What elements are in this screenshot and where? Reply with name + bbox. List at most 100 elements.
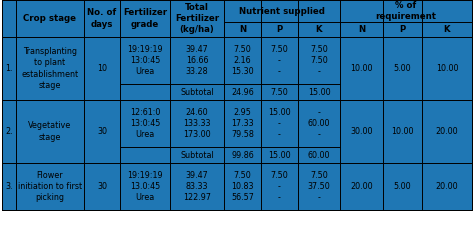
Text: N: N (358, 25, 365, 34)
Text: 24.96: 24.96 (231, 87, 254, 97)
Text: 1.: 1. (5, 64, 13, 73)
Text: Transplanting
to plant
establishment
stage: Transplanting to plant establishment sta… (21, 47, 79, 90)
Text: Fertilizer
grade: Fertilizer grade (123, 8, 167, 28)
Text: 19:19:19
13:0:45
Urea: 19:19:19 13:0:45 Urea (127, 45, 163, 76)
Bar (2, 100, 472, 163)
Bar (224, 37, 261, 100)
Text: No. of
days: No. of days (87, 8, 117, 28)
Text: 7.50
-
-: 7.50 - - (271, 45, 288, 76)
Bar (120, 100, 170, 163)
Bar (2, 163, 16, 210)
Text: 15.00
-
-: 15.00 - - (268, 108, 291, 139)
Bar (16, 100, 84, 163)
Bar (16, 37, 84, 100)
Bar (383, 0, 422, 37)
Bar (2, 37, 472, 100)
Bar (224, 100, 261, 163)
Bar (120, 0, 170, 37)
Text: K: K (316, 25, 322, 34)
Bar (298, 0, 340, 37)
Bar (170, 163, 224, 210)
Text: 20.00: 20.00 (350, 182, 373, 191)
Text: 20.00: 20.00 (436, 182, 458, 191)
Text: 10.00: 10.00 (391, 127, 414, 136)
Text: Total
Fertilizer
(kg/ha): Total Fertilizer (kg/ha) (175, 3, 219, 34)
Text: 30: 30 (97, 127, 107, 136)
Bar (16, 0, 84, 37)
Bar (84, 163, 120, 210)
Bar (84, 100, 120, 163)
Bar (422, 0, 472, 37)
Text: 30.00: 30.00 (350, 127, 373, 136)
Text: 7.50
37.50
-: 7.50 37.50 - (308, 171, 330, 202)
Text: Vegetative
stage: Vegetative stage (28, 121, 72, 141)
Text: 10.00: 10.00 (350, 64, 373, 73)
Text: Crop stage: Crop stage (24, 14, 76, 23)
Text: 12:61:0
13:0:45
Urea: 12:61:0 13:0:45 Urea (130, 108, 160, 139)
Bar (261, 163, 298, 210)
Text: Nutrient supplied: Nutrient supplied (239, 6, 325, 16)
Text: Subtotal: Subtotal (180, 87, 214, 97)
Text: 30: 30 (97, 182, 107, 191)
Text: 39.47
16.66
33.28: 39.47 16.66 33.28 (186, 45, 209, 76)
Bar (340, 37, 383, 100)
Bar (2, 0, 472, 37)
Bar (120, 37, 170, 100)
Text: K: K (444, 25, 450, 34)
Text: 2.: 2. (5, 127, 13, 136)
Bar (261, 100, 298, 163)
Text: 15.00: 15.00 (268, 151, 291, 159)
Text: 5.00: 5.00 (394, 64, 411, 73)
Bar (84, 37, 120, 100)
Bar (2, 100, 16, 163)
Text: 99.86: 99.86 (231, 151, 254, 159)
Text: 60.00: 60.00 (308, 151, 330, 159)
Text: 24.60
133.33
173.00: 24.60 133.33 173.00 (183, 108, 211, 139)
Text: P: P (400, 25, 406, 34)
Bar (298, 37, 340, 100)
Text: 5.00: 5.00 (394, 182, 411, 191)
Bar (422, 163, 472, 210)
Bar (340, 163, 383, 210)
Bar (224, 163, 261, 210)
Text: 3.: 3. (5, 182, 13, 191)
Text: 20.00: 20.00 (436, 127, 458, 136)
Bar (261, 0, 298, 37)
Text: 7.50
-
-: 7.50 - - (271, 171, 288, 202)
Bar (2, 163, 472, 210)
Text: 10.00: 10.00 (436, 64, 458, 73)
Text: 15.00: 15.00 (308, 87, 330, 97)
Text: 7.50
2.16
15.30: 7.50 2.16 15.30 (231, 45, 254, 76)
Text: 19:19:19
13.0:45
Urea: 19:19:19 13.0:45 Urea (127, 171, 163, 202)
Bar (422, 37, 472, 100)
Bar (2, 37, 16, 100)
Bar (261, 37, 298, 100)
Text: P: P (276, 25, 283, 34)
Bar (2, 0, 16, 37)
Bar (170, 37, 224, 100)
Bar (120, 163, 170, 210)
Bar (340, 100, 383, 163)
Text: 10: 10 (97, 64, 107, 73)
Bar (383, 163, 422, 210)
Text: Flower
initiation to first
picking: Flower initiation to first picking (18, 171, 82, 202)
Text: N: N (239, 25, 246, 34)
Text: 7.50
10.83
56.57: 7.50 10.83 56.57 (231, 171, 254, 202)
Bar (84, 0, 120, 37)
Text: -
60.00
-: - 60.00 - (308, 108, 330, 139)
Text: Subtotal: Subtotal (180, 151, 214, 159)
Bar (298, 163, 340, 210)
Text: 39.47
83.33
122.97: 39.47 83.33 122.97 (183, 171, 211, 202)
Bar (224, 0, 261, 37)
Bar (340, 0, 383, 37)
Bar (383, 37, 422, 100)
Bar (298, 100, 340, 163)
Text: 7.50
7.50
-: 7.50 7.50 - (310, 45, 328, 76)
Bar (170, 100, 224, 163)
Bar (422, 100, 472, 163)
Bar (16, 163, 84, 210)
Text: % of
requirement: % of requirement (375, 1, 437, 21)
Bar (383, 100, 422, 163)
Bar (170, 0, 224, 37)
Text: 2.95
17.33
79.58: 2.95 17.33 79.58 (231, 108, 254, 139)
